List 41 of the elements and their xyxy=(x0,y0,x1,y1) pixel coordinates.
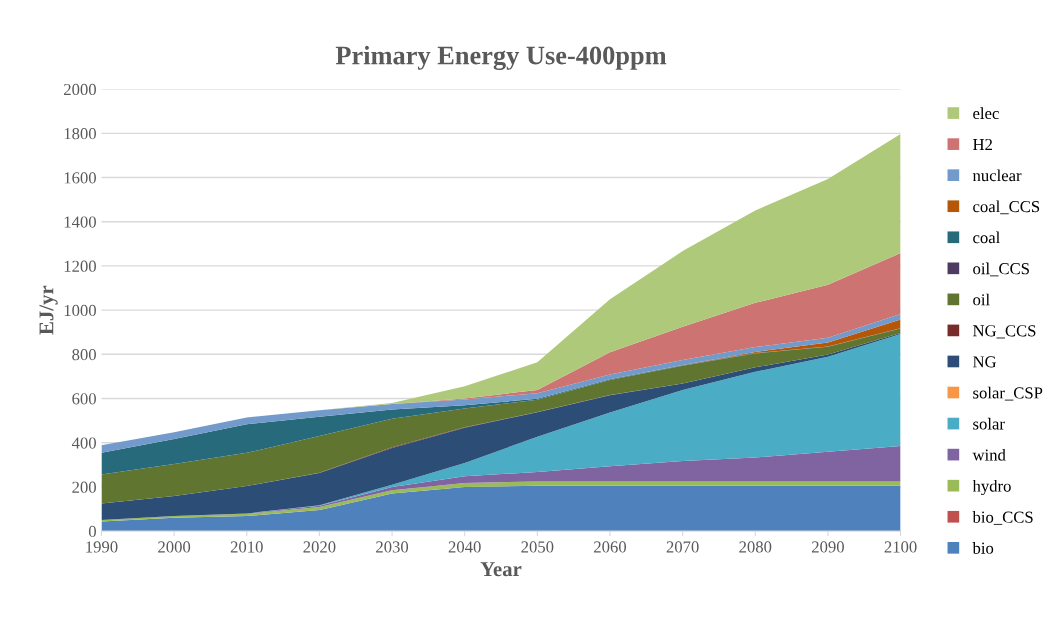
y-tick-label: 1400 xyxy=(64,216,96,228)
x-tick-label: 2060 xyxy=(594,541,627,553)
legend-label: NG xyxy=(973,356,997,368)
x-tick-label: 2020 xyxy=(303,541,336,553)
legend-label: coal xyxy=(973,231,1000,244)
x-tick-label: 2050 xyxy=(521,541,554,553)
legend-label: NG_CCS xyxy=(973,325,1036,339)
legend-label: solar_CSP xyxy=(973,386,1043,401)
x-tick-label: 2070 xyxy=(666,541,699,553)
legend-label: coal_CCS xyxy=(973,200,1040,215)
y-axis-title: EJ/yr xyxy=(39,285,58,335)
y-tick-label: 1600 xyxy=(64,172,96,184)
legend-label: bio xyxy=(972,542,994,554)
y-tick-label: 1000 xyxy=(64,304,96,317)
legend-label: oil xyxy=(973,293,990,306)
y-tick-label: 200 xyxy=(72,481,96,493)
x-axis-title: Year xyxy=(480,562,522,577)
x-tick-label: 1990 xyxy=(86,541,118,553)
x-tick-label: 2090 xyxy=(811,541,844,553)
legend-label: nuclear xyxy=(972,169,1022,182)
x-tick-label: 2040 xyxy=(448,541,481,553)
x-tick-label: 2010 xyxy=(230,541,263,553)
legend-label: oil_CCS xyxy=(973,262,1029,277)
legend-label: wind xyxy=(972,448,1006,461)
x-tick-label: 2030 xyxy=(376,541,409,553)
y-tick-label: 1800 xyxy=(64,128,96,140)
x-tick-label: 2080 xyxy=(739,541,772,553)
legend-label: elec xyxy=(973,107,999,120)
y-tick-label: 800 xyxy=(72,349,96,361)
y-tick-label: 600 xyxy=(72,393,96,405)
legend-label: solar xyxy=(973,417,1005,430)
y-tick-label: 2000 xyxy=(64,83,96,96)
x-tick-label: 2000 xyxy=(158,541,191,553)
y-tick-label: 0 xyxy=(88,525,96,538)
legend-label: hydro xyxy=(972,479,1011,496)
x-tick-label: 2100 xyxy=(884,541,917,553)
y-tick-label: 400 xyxy=(71,437,96,449)
y-tick-label: 1200 xyxy=(64,260,96,272)
legend-label: bio_CCS xyxy=(972,511,1033,525)
chart-title: Primary Energy Use-400ppm xyxy=(335,45,667,70)
legend-label: H2 xyxy=(973,138,992,150)
